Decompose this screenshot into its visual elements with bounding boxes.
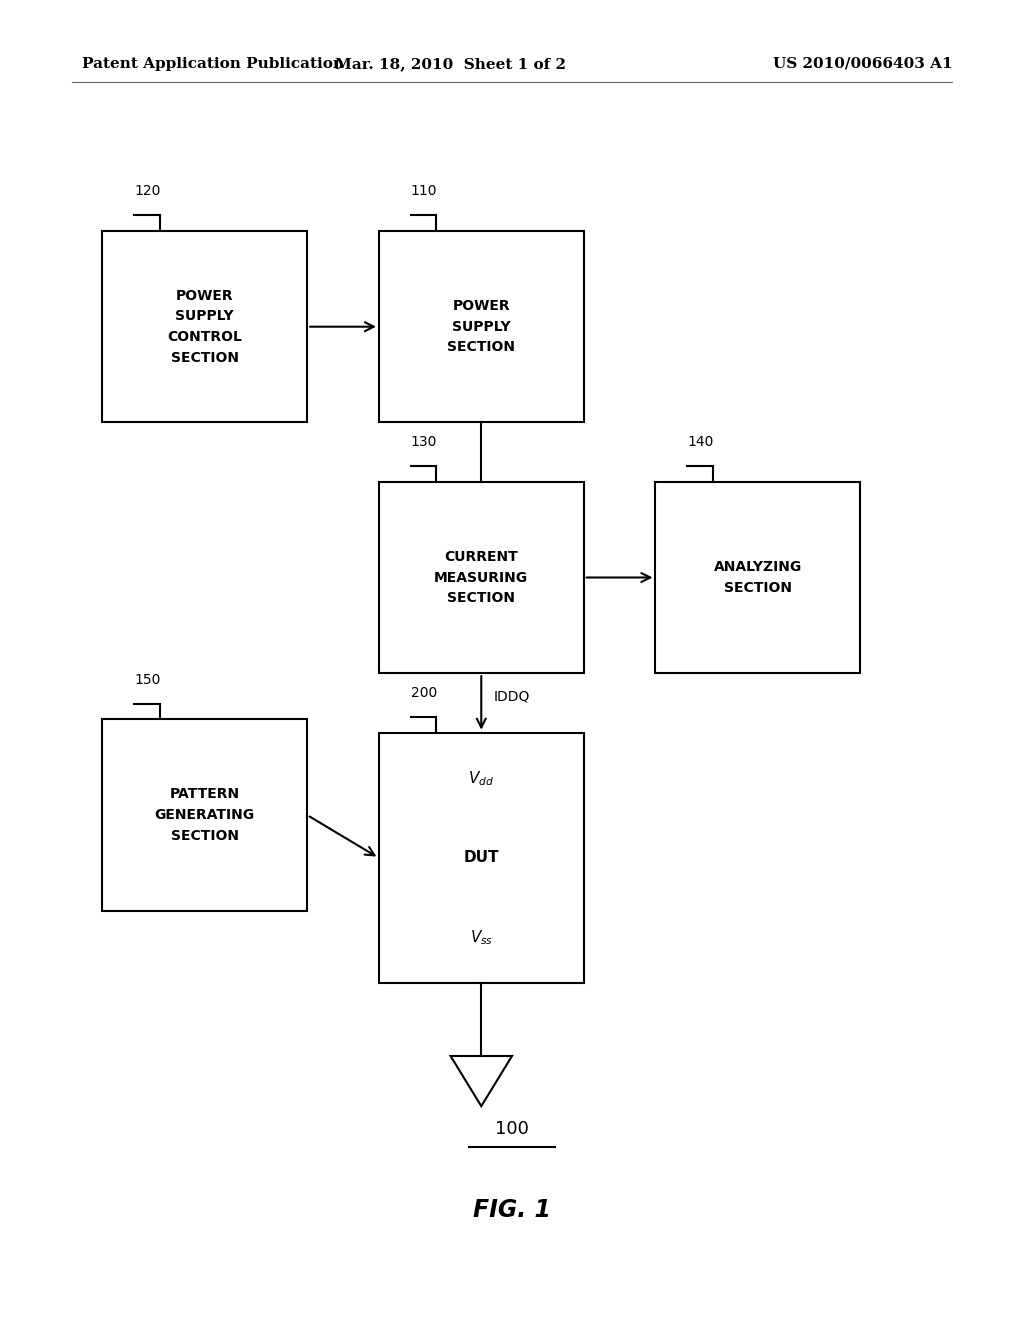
Text: 110: 110 <box>411 185 437 198</box>
Text: PATTERN
GENERATING
SECTION: PATTERN GENERATING SECTION <box>155 788 255 842</box>
Bar <box>102 231 307 422</box>
Text: 100: 100 <box>495 1119 529 1138</box>
Text: $V_{ss}$: $V_{ss}$ <box>470 928 493 946</box>
Text: CURRENT
MEASURING
SECTION: CURRENT MEASURING SECTION <box>434 550 528 605</box>
Text: Patent Application Publication: Patent Application Publication <box>82 57 344 71</box>
Bar <box>379 733 584 983</box>
Bar <box>102 719 307 911</box>
Text: IDDQ: IDDQ <box>494 689 530 704</box>
Bar <box>379 482 584 673</box>
Text: 140: 140 <box>687 436 714 449</box>
Text: POWER
SUPPLY
SECTION: POWER SUPPLY SECTION <box>447 300 515 354</box>
Text: FIG. 1: FIG. 1 <box>473 1199 551 1222</box>
Text: $V_{dd}$: $V_{dd}$ <box>468 770 495 788</box>
Text: 150: 150 <box>134 673 161 686</box>
Text: 200: 200 <box>411 686 437 700</box>
Text: ANALYZING
SECTION: ANALYZING SECTION <box>714 560 802 595</box>
Bar <box>379 231 584 422</box>
Text: 130: 130 <box>411 436 437 449</box>
Text: US 2010/0066403 A1: US 2010/0066403 A1 <box>773 57 952 71</box>
Text: DUT: DUT <box>464 850 499 866</box>
Text: 120: 120 <box>134 185 161 198</box>
Text: Mar. 18, 2010  Sheet 1 of 2: Mar. 18, 2010 Sheet 1 of 2 <box>335 57 566 71</box>
Bar <box>655 482 860 673</box>
Text: POWER
SUPPLY
CONTROL
SECTION: POWER SUPPLY CONTROL SECTION <box>167 289 243 364</box>
